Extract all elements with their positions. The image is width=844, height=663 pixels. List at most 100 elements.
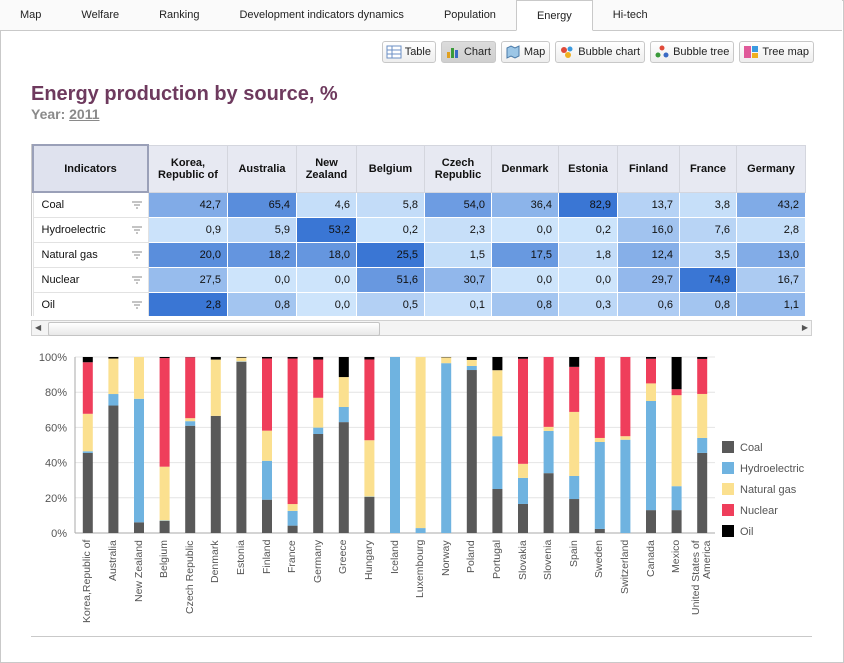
filter-icon[interactable] (131, 301, 142, 309)
x-tick-label: Portugal (490, 540, 503, 580)
value-cell: 18,2 (227, 242, 297, 268)
bar-segment (646, 401, 656, 511)
bar-segment (338, 422, 349, 533)
toolbar-button[interactable]: Tree map (739, 41, 814, 63)
indicator-label: Oil (41, 299, 55, 311)
tab[interactable]: Welfare (81, 9, 120, 21)
bar-segment (518, 463, 528, 478)
indicator-cell[interactable]: Natural gas (32, 242, 149, 268)
filter-icon[interactable] (131, 201, 142, 209)
indicator-header[interactable]: Indicators (32, 144, 149, 193)
filter-icon[interactable] (131, 251, 142, 259)
bar-segment (441, 357, 452, 364)
year-link[interactable]: 2011 (69, 106, 100, 122)
bar-segment (185, 418, 196, 422)
scroll-thumb[interactable] (48, 322, 380, 336)
value-cell: 17,5 (491, 242, 559, 268)
value-cell: 0,0 (491, 217, 559, 243)
column-header[interactable]: Finland (617, 144, 680, 193)
bar-segment (492, 370, 503, 437)
filter-icon[interactable] (131, 276, 142, 284)
x-tick-label: France (286, 540, 299, 573)
legend-swatch (722, 483, 734, 495)
button-label: Bubble chart (578, 46, 641, 58)
chart: 0% 20% 40% 60% 80% 100% Coal Hydroelectric Natur… (39, 352, 805, 540)
column-header[interactable]: Korea, Republic of (147, 144, 228, 193)
column-header[interactable]: Germany (736, 144, 806, 193)
toolbar-button[interactable]: Map (500, 41, 551, 63)
scroll-right[interactable]: ▶ (801, 323, 808, 332)
value-cell: 29,7 (617, 267, 680, 293)
bar-segment (518, 358, 528, 464)
bar-segment (671, 389, 682, 396)
value-cell: 53,2 (296, 217, 357, 243)
value-cell: 0,3 (558, 292, 618, 316)
bar-segment (620, 439, 631, 533)
bar-segment (415, 528, 426, 533)
y-tick-label: 0% (51, 528, 67, 540)
column-header[interactable]: Denmark (491, 144, 559, 193)
tab[interactable]: Development indicators dynamics (239, 9, 404, 21)
bar-segment (390, 357, 400, 533)
horizontal-scrollbar[interactable]: ◀ ▶ (31, 320, 812, 336)
column-header[interactable]: Belgium (356, 144, 425, 193)
column-header[interactable]: Estonia (558, 144, 618, 193)
data-row: Natural gas 20,0 18,2 18,0 25,5 1,5 17,5 1,8 12,… (32, 242, 806, 268)
bar-segment (518, 357, 528, 359)
value-cell: 0,8 (491, 292, 559, 316)
column-header[interactable]: France (679, 144, 737, 193)
value-cell: 0,8 (679, 292, 737, 316)
bar-segment (697, 358, 708, 394)
button-label: Chart (463, 46, 491, 58)
bar-segment (441, 363, 452, 533)
indicator-cell[interactable]: Hydroelectric (32, 217, 149, 243)
x-tick-label: Luxembourg (414, 540, 427, 599)
toolbar-button[interactable]: Bubble chart (555, 41, 646, 63)
toolbar-button[interactable]: Chart (440, 41, 496, 63)
tab[interactable]: Map (20, 9, 42, 21)
tab[interactable]: Ranking (159, 9, 200, 21)
tab[interactable]: Energy (515, 0, 593, 31)
value-cell: 0,0 (296, 267, 357, 293)
bar-segment (697, 437, 708, 453)
scroll-left[interactable]: ◀ (35, 323, 42, 332)
value-cell: 51,6 (356, 267, 425, 293)
value-cell: 30,7 (424, 267, 492, 293)
column-header[interactable]: New Zealand (296, 144, 357, 193)
toolbar-button[interactable]: Table (381, 41, 436, 63)
bar-segment (671, 395, 682, 487)
tab[interactable]: Hi-tech (612, 9, 648, 21)
value-cell: 65,4 (227, 191, 297, 218)
button-icon (446, 48, 458, 58)
bar-segment (338, 406, 349, 423)
bar-segment (569, 475, 580, 500)
legend-label: Coal (740, 442, 763, 454)
bar-segment (466, 357, 477, 360)
value-cell: 0,2 (558, 217, 618, 243)
separator (31, 636, 812, 637)
value-cell: 1,5 (424, 242, 492, 268)
bar-segment (313, 397, 324, 428)
column-header[interactable]: Czech Republic (424, 144, 492, 193)
value-cell: 1,8 (558, 242, 618, 268)
toolbar-button[interactable]: Bubble tree (650, 41, 735, 63)
bar-segment (159, 466, 170, 521)
bar-segment (492, 436, 503, 489)
indicator-cell[interactable]: Coal (32, 191, 149, 218)
bar-segment (313, 434, 324, 533)
y-tick-label: 20% (45, 493, 67, 505)
x-tick-label: Estonia (234, 540, 247, 576)
value-cell: 2,3 (424, 217, 492, 243)
column-header[interactable]: Australia (227, 144, 297, 193)
data-row: Hydroelectric 0,9 5,9 53,2 0,2 2,3 0,0 0,2 16,0 7… (32, 217, 806, 243)
value-cell: 82,9 (558, 191, 618, 218)
button-icon (655, 45, 669, 58)
filter-icon[interactable] (131, 226, 142, 234)
bar-segment (594, 442, 605, 529)
indicator-cell[interactable]: Nuclear (32, 267, 149, 293)
indicator-cell[interactable]: Oil (32, 292, 149, 316)
value-cell: 74,9 (679, 267, 737, 293)
bar-segment (159, 520, 170, 533)
tab[interactable]: Population (443, 9, 496, 21)
